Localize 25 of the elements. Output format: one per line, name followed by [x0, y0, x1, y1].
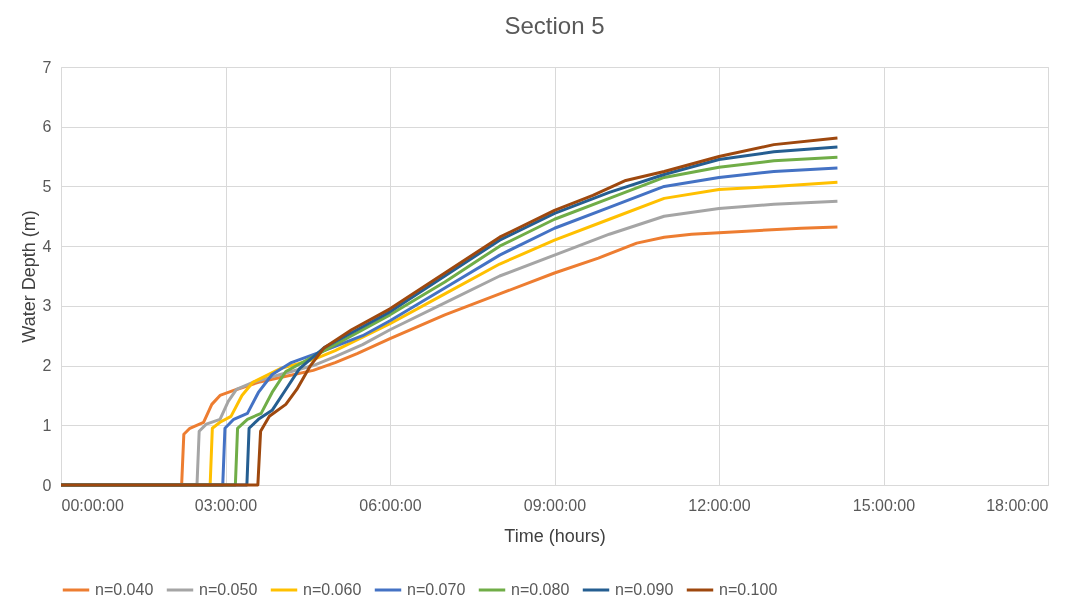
legend-label: n=0.040 [95, 581, 154, 598]
x-tick-label: 00:00:00 [61, 496, 124, 514]
x-tick-label: 03:00:00 [194, 496, 258, 514]
legend-label: n=0.090 [615, 581, 674, 598]
x-tick-label: 15:00:00 [852, 496, 916, 514]
y-tick-label: 6 [42, 118, 52, 136]
y-tick-label: 0 [42, 476, 52, 494]
x-tick-label: 09:00:00 [523, 496, 587, 514]
y-axis-title: Water Depth (m) [18, 210, 39, 343]
y-tick-label: 4 [42, 237, 52, 255]
x-tick-label: 12:00:00 [688, 496, 751, 514]
y-tick-label: 2 [42, 357, 52, 375]
legend-label: n=0.050 [199, 581, 258, 598]
y-tick-label: 5 [42, 177, 52, 195]
y-tick-label: 1 [42, 416, 52, 434]
x-tick-label: 18:00:00 [986, 496, 1049, 514]
chart-title: Section 5 [504, 12, 605, 39]
legend-label: n=0.080 [511, 581, 570, 598]
legend-label: n=0.060 [303, 581, 362, 598]
x-tick-label: 06:00:00 [359, 496, 422, 514]
y-tick-label: 7 [42, 58, 52, 76]
x-axis-title: Time (hours) [504, 525, 606, 546]
legend-label: n=0.070 [407, 581, 466, 598]
legend-label: n=0.100 [719, 581, 778, 598]
y-tick-label: 3 [42, 297, 52, 315]
